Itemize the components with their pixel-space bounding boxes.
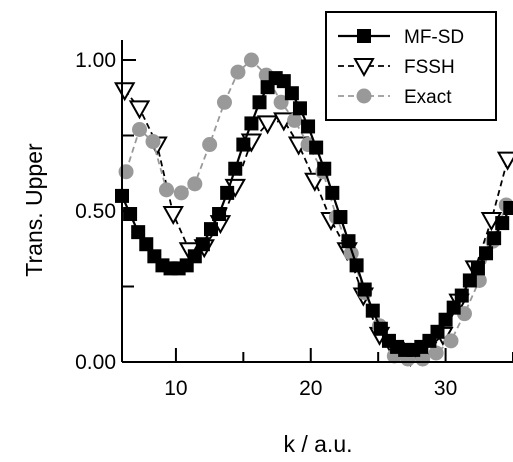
data-point bbox=[479, 246, 494, 261]
legend-label: FSSH bbox=[404, 57, 455, 78]
data-point bbox=[128, 100, 151, 120]
data-point bbox=[243, 52, 259, 68]
legend-label: MF-SD bbox=[404, 27, 464, 48]
data-point bbox=[470, 261, 485, 276]
series-mf-sd bbox=[115, 71, 513, 357]
data-point bbox=[496, 151, 513, 171]
data-point bbox=[145, 134, 161, 150]
data-point bbox=[284, 86, 299, 101]
data-point bbox=[462, 273, 477, 288]
data-point bbox=[187, 176, 203, 192]
data-point bbox=[503, 200, 513, 215]
x-tick-label: 20 bbox=[299, 377, 322, 400]
legend-marker bbox=[353, 58, 375, 78]
data-point bbox=[443, 333, 459, 349]
data-point bbox=[309, 140, 324, 155]
data-point bbox=[173, 185, 189, 201]
data-point bbox=[333, 210, 348, 225]
data-point bbox=[162, 206, 184, 226]
data-point bbox=[373, 321, 388, 336]
data-point bbox=[195, 237, 210, 252]
legend-marker bbox=[357, 29, 371, 43]
data-point bbox=[113, 82, 136, 102]
data-point bbox=[495, 216, 510, 231]
x-tick-label: 30 bbox=[434, 377, 457, 400]
series-layer bbox=[113, 52, 513, 367]
data-point bbox=[446, 300, 461, 315]
data-point bbox=[118, 164, 134, 180]
data-point bbox=[428, 345, 444, 361]
series-line bbox=[125, 58, 508, 360]
data-point bbox=[317, 161, 332, 176]
data-point bbox=[438, 312, 453, 327]
y-tick-label: 0.00 bbox=[75, 351, 116, 374]
data-point bbox=[187, 249, 202, 264]
data-point bbox=[212, 207, 227, 222]
axes: 0.00 0.50 1.00 10 20 30 bbox=[75, 40, 513, 400]
data-point bbox=[252, 95, 267, 110]
data-point bbox=[276, 74, 291, 89]
data-point bbox=[487, 231, 502, 246]
y-axis-label: Trans. Upper bbox=[21, 143, 47, 277]
data-point bbox=[357, 282, 372, 297]
data-point bbox=[341, 234, 356, 249]
data-point bbox=[158, 182, 174, 198]
data-point bbox=[202, 137, 218, 153]
data-point bbox=[216, 94, 232, 110]
data-point bbox=[244, 116, 259, 131]
data-point bbox=[131, 225, 146, 240]
y-tick-label: 0.50 bbox=[75, 200, 116, 223]
legend-item-exact: Exact bbox=[338, 87, 452, 108]
data-point bbox=[139, 237, 154, 252]
legend: MF-SD FSSH Exact bbox=[325, 11, 497, 121]
legend-item-mf-sd: MF-SD bbox=[338, 27, 464, 48]
data-point bbox=[456, 306, 472, 322]
x-axis-label: k / a.u. bbox=[283, 431, 352, 457]
data-point bbox=[301, 119, 316, 134]
data-point bbox=[230, 64, 246, 80]
data-point bbox=[430, 324, 445, 339]
legend-item-fssh: FSSH bbox=[338, 57, 455, 78]
data-point bbox=[292, 101, 307, 116]
data-point bbox=[236, 137, 251, 152]
data-point bbox=[454, 288, 469, 303]
data-point bbox=[365, 303, 380, 318]
data-point bbox=[123, 207, 138, 222]
x-tick-label: 10 bbox=[164, 377, 187, 400]
data-point bbox=[228, 161, 243, 176]
legend-marker bbox=[356, 88, 372, 104]
data-point bbox=[349, 258, 364, 273]
legend-box bbox=[325, 11, 497, 121]
data-point bbox=[203, 222, 218, 237]
y-tick-label: 1.00 bbox=[75, 49, 116, 72]
data-point bbox=[132, 121, 148, 137]
data-point bbox=[256, 115, 279, 135]
data-point bbox=[220, 185, 235, 200]
data-point bbox=[325, 185, 340, 200]
data-point bbox=[273, 94, 289, 110]
data-point bbox=[287, 112, 303, 128]
legend-label: Exact bbox=[404, 87, 452, 108]
